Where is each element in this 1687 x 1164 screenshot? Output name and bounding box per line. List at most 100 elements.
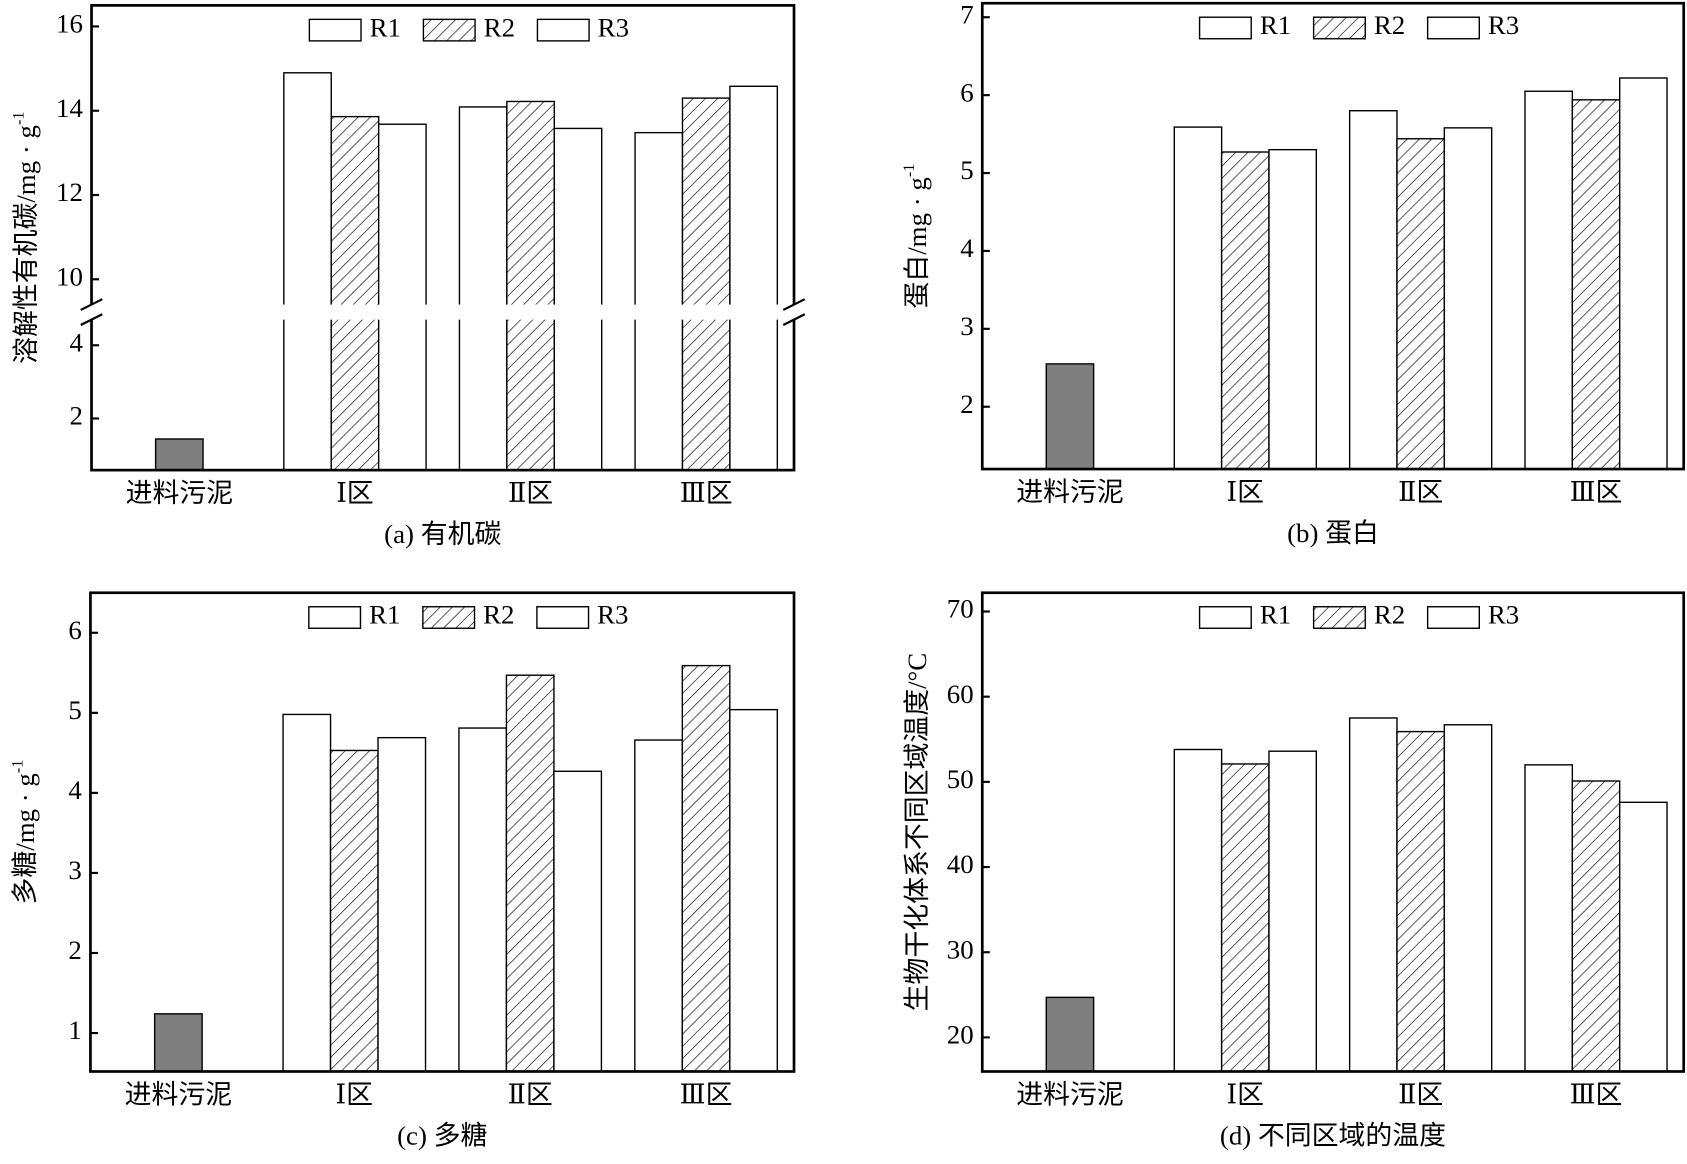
bar	[681, 664, 731, 1073]
y-tick-label: 2	[68, 935, 81, 965]
legend-label: R2	[484, 12, 515, 42]
y-tick-label: 70	[947, 594, 974, 624]
bar	[377, 123, 427, 471]
legend-label: R3	[597, 600, 628, 630]
bar	[330, 115, 380, 471]
x-tick-label: Ⅲ区	[680, 478, 733, 508]
y-tick-label: 1	[68, 1015, 81, 1045]
break-mark	[782, 298, 806, 311]
bar	[1268, 750, 1318, 1073]
legend-label: R2	[1374, 10, 1405, 40]
caption: (b) 蛋白	[1287, 518, 1379, 548]
y-tick-label: 20	[947, 1020, 974, 1050]
bar	[1220, 763, 1270, 1073]
bar	[153, 1013, 203, 1073]
y-tick-label: 5	[68, 695, 81, 725]
break-mark	[80, 313, 103, 326]
bar	[634, 131, 684, 471]
legend-swatch	[1312, 16, 1366, 40]
x-tick-label: Ⅲ区	[1570, 477, 1623, 507]
bar	[1618, 77, 1668, 470]
bar	[1268, 148, 1318, 470]
bar	[377, 736, 427, 1073]
y-tick-label: 14	[56, 93, 83, 123]
x-tick-label: Ⅱ区	[1398, 1079, 1443, 1109]
bar	[553, 127, 603, 471]
y-tick-label: 6	[960, 77, 973, 107]
plot-frame	[90, 4, 796, 472]
y-axis-label: 蛋白/mg · g-1	[901, 164, 932, 309]
x-tick-label: Ⅰ区	[1227, 477, 1265, 507]
y-tick-label: 5	[960, 155, 973, 185]
y-tick-label: 3	[68, 855, 81, 885]
axis-break	[88, 304, 798, 320]
bar	[1571, 780, 1621, 1073]
legend-swatch	[1312, 606, 1366, 629]
legend-swatch	[308, 606, 362, 629]
bar	[1396, 730, 1446, 1073]
legend-swatch	[1198, 16, 1252, 40]
y-axis-label-sup: -1	[10, 112, 27, 125]
bar	[505, 674, 555, 1073]
x-tick-label: Ⅲ区	[680, 1079, 733, 1109]
legend-label: R3	[598, 12, 629, 42]
bar	[282, 713, 332, 1073]
legend-swatch	[422, 18, 476, 42]
y-tick-label: 60	[947, 679, 974, 709]
plot-frame	[980, 1, 1686, 471]
legend-swatch	[308, 18, 362, 42]
y-axis-label-text: 生物干化体系不同区域温度/°C	[902, 653, 932, 1012]
bar	[729, 708, 779, 1073]
x-tick-label: Ⅱ区	[508, 1079, 553, 1109]
x-tick-label: Ⅰ区	[336, 478, 374, 508]
legend-swatch	[422, 606, 476, 629]
bar	[729, 85, 779, 471]
bar	[553, 770, 603, 1073]
legend-swatch	[1426, 606, 1480, 629]
bar	[681, 97, 731, 471]
x-tick-label: Ⅰ区	[1227, 1079, 1265, 1109]
legend-label: R3	[1488, 600, 1519, 630]
y-tick-label: 7	[960, 0, 973, 29]
bar	[154, 438, 204, 471]
bar	[1396, 138, 1446, 470]
y-tick-label: 2	[69, 401, 82, 431]
x-tick-label: 进料污泥	[126, 478, 234, 508]
break-mark	[80, 298, 103, 311]
bar	[1348, 717, 1398, 1073]
y-axis-label: 多糖/mg · g-1	[9, 760, 40, 905]
caption: (c) 多糖	[397, 1120, 487, 1150]
y-tick-label: 4	[68, 775, 82, 805]
legend-swatch	[1198, 606, 1252, 629]
y-tick-label: 2	[960, 389, 973, 419]
y-tick-label: 4	[960, 233, 974, 263]
x-tick-label: Ⅱ区	[508, 478, 553, 508]
y-tick-label: 50	[947, 764, 974, 794]
x-tick-label: Ⅰ区	[336, 1079, 374, 1109]
legend-swatch	[536, 18, 590, 42]
y-tick-label: 12	[56, 177, 83, 207]
x-tick-label: Ⅱ区	[1398, 477, 1443, 507]
bar	[1524, 90, 1574, 470]
caption: (a) 有机碳	[384, 519, 501, 549]
legend-label: R1	[1260, 600, 1291, 630]
bar	[329, 749, 379, 1073]
y-tick-label: 3	[960, 311, 973, 341]
y-axis-label: 生物干化体系不同区域温度/°C	[902, 653, 932, 1012]
x-tick-label: 进料污泥	[1016, 1079, 1124, 1109]
y-axis-label-text: 蛋白/mg · g	[902, 177, 932, 308]
x-tick-label: 进料污泥	[1016, 477, 1124, 507]
bar	[1443, 724, 1493, 1073]
bar	[1173, 748, 1223, 1073]
plot-frame	[980, 591, 1686, 1073]
bar	[283, 72, 332, 471]
bar	[1045, 996, 1095, 1073]
y-tick-label: 30	[947, 934, 974, 964]
bar	[1045, 363, 1095, 470]
x-tick-label: 进料污泥	[125, 1079, 233, 1109]
legend-label: R2	[1374, 600, 1405, 630]
caption: (d) 不同区域的温度	[1220, 1120, 1446, 1150]
y-tick-label: 4	[69, 327, 83, 357]
bar	[1173, 126, 1223, 470]
